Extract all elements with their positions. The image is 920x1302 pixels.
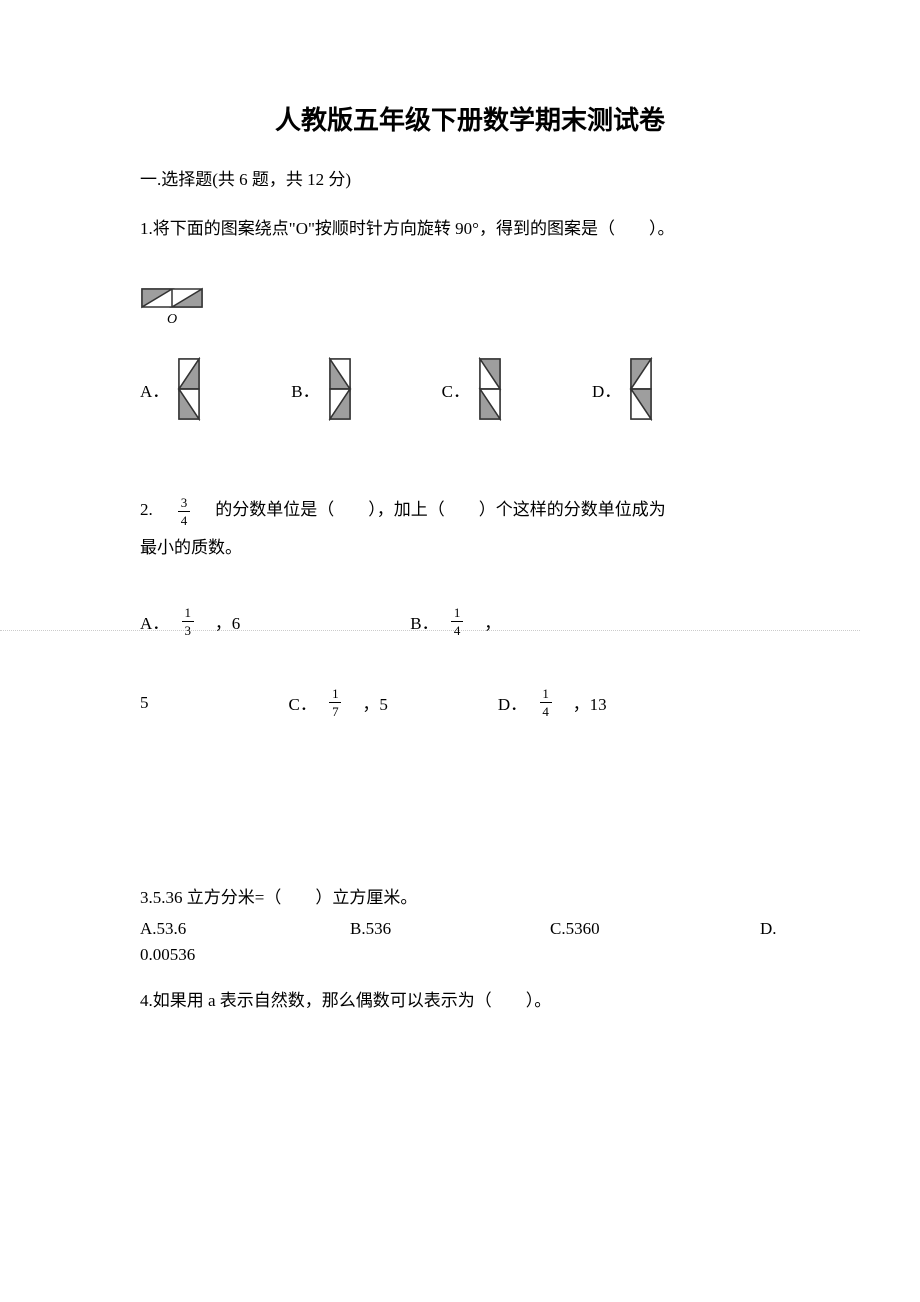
q1-text: 1.将下面的图案绕点"O"按顺时针方向旋转 90°，得到的图案是（ ）。 [140, 210, 800, 247]
q2-optC-label: C． [289, 690, 326, 715]
q1-optA-svg [177, 357, 201, 421]
q2-pre: 2. [140, 500, 170, 519]
q2-options-row2: 5 C． 1 7 ，5 D． 1 4 ，13 [140, 687, 800, 718]
q2-optB-den: 4 [451, 621, 463, 637]
q2-optD-tail: ，13 [556, 690, 607, 715]
q2-optD-den: 4 [540, 702, 552, 718]
q1-stem-figure: O [140, 287, 800, 327]
q2-optA-fraction: 1 3 [182, 606, 194, 637]
q2-optB-tail: ， [467, 609, 501, 634]
q1-option-D: D． [592, 357, 653, 421]
q3-options: A.53.6 B.536 C.5360 D. [140, 919, 800, 939]
section-header: 一.选择题(共 6 题，共 12 分) [140, 165, 800, 190]
q2-optD-label: D． [498, 690, 536, 715]
q1-optD-label: D． [592, 377, 621, 402]
q1-optA-label: A． [140, 377, 169, 402]
spacer [140, 728, 800, 878]
q3-optC: C.5360 [550, 919, 760, 939]
q1-option-A: A． [140, 357, 201, 421]
q2-optA-label: A． [140, 609, 178, 634]
q1-option-C: C． [442, 357, 502, 421]
q2-optB-num: 1 [454, 606, 461, 621]
q2-optC-num: 1 [332, 687, 339, 702]
q2-options-row1: A． 1 3 ，6 B． 1 4 ， [140, 606, 800, 637]
q2-mid: 的分数单位是（ ），加上（ ）个这样的分数单位成为 [198, 500, 666, 519]
q2-optB-label: B． [410, 609, 447, 634]
q2-line2: 最小的质数。 [140, 529, 800, 566]
q1-optB-svg [328, 357, 352, 421]
q1-options: A． B． C． [140, 357, 800, 421]
q1-optC-label: C． [442, 377, 470, 402]
q3-optD-line2: 0.00536 [140, 945, 800, 965]
q2-optA-tail: ，6 [198, 609, 241, 634]
q2-optD-fraction: 1 4 [540, 687, 552, 718]
q3-optD: D. [760, 919, 777, 939]
q3-text: 3.5.36 立方分米=（ ）立方厘米。 [140, 878, 800, 919]
q2-optC-fraction: 1 7 [329, 687, 341, 718]
q2-optD-num: 1 [542, 687, 549, 702]
q1-option-B: B． [291, 357, 351, 421]
q1-point-O: O [167, 312, 177, 327]
q2-optC-tail: ，5 [345, 690, 388, 715]
q1-optD-svg [629, 357, 653, 421]
q2-row2-lead: 5 [140, 693, 149, 713]
q3-optA: A.53.6 [140, 919, 350, 939]
q2-main-den: 4 [178, 511, 190, 527]
q4-text: 4.如果用 a 表示自然数，那么偶数可以表示为（ ）。 [140, 981, 800, 1022]
q1-optC-svg [478, 357, 502, 421]
q2-optA-num: 1 [185, 606, 192, 621]
page-title: 人教版五年级下册数学期末测试卷 [140, 100, 800, 137]
q2-optA-den: 3 [182, 621, 194, 637]
q2-optC-den: 7 [329, 702, 341, 718]
q3-optB: B.536 [350, 919, 550, 939]
q2-main-num: 3 [181, 496, 188, 511]
q1-stem-svg: O [140, 287, 204, 327]
q1-optB-label: B． [291, 377, 319, 402]
q2-line1: 2. 3 4 的分数单位是（ ），加上（ ）个这样的分数单位成为 [140, 491, 800, 528]
q2-main-fraction: 3 4 [178, 496, 190, 527]
q2-optB-fraction: 1 4 [451, 606, 463, 637]
